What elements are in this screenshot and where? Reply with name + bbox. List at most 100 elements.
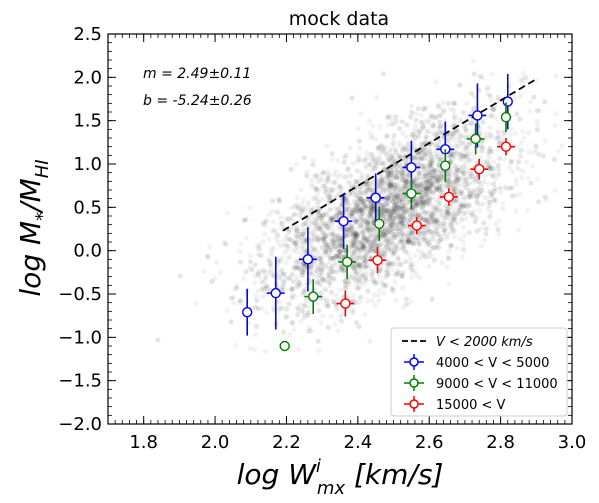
cloud-point bbox=[399, 173, 405, 179]
cloud-point bbox=[399, 211, 406, 217]
cloud-point bbox=[513, 192, 519, 198]
cloud-point bbox=[430, 169, 436, 175]
cloud-point bbox=[463, 215, 469, 221]
cloud-point bbox=[329, 151, 335, 157]
cloud-point bbox=[395, 196, 401, 202]
cloud-point bbox=[289, 295, 295, 301]
cloud-point bbox=[402, 211, 408, 217]
cloud-point bbox=[395, 257, 401, 263]
cloud-point bbox=[472, 218, 478, 224]
cloud-point bbox=[391, 234, 397, 241]
cloud-point bbox=[385, 115, 391, 121]
cloud-point bbox=[325, 242, 331, 248]
cloud-point bbox=[471, 187, 477, 193]
cloud-point bbox=[450, 185, 456, 191]
cloud-point bbox=[399, 172, 405, 178]
x-tick-label: 2.2 bbox=[272, 432, 301, 453]
cloud-point bbox=[316, 272, 322, 278]
cloud-point bbox=[350, 210, 356, 216]
cloud-point bbox=[495, 162, 501, 169]
cloud-point bbox=[314, 223, 320, 229]
cloud-point bbox=[397, 126, 403, 132]
cloud-point bbox=[357, 238, 363, 245]
cloud-point bbox=[406, 229, 412, 235]
cloud-point bbox=[300, 209, 306, 215]
cloud-point bbox=[435, 241, 441, 247]
cloud-point bbox=[368, 247, 374, 253]
cloud-point bbox=[285, 243, 291, 249]
cloud-point bbox=[385, 230, 391, 236]
cloud-point bbox=[365, 184, 371, 190]
cloud-point bbox=[417, 184, 423, 190]
cloud-point bbox=[330, 241, 336, 247]
cloud-point bbox=[261, 269, 267, 275]
cloud-point bbox=[309, 181, 315, 187]
cloud-point bbox=[363, 258, 369, 264]
cloud-point bbox=[238, 241, 244, 247]
cloud-point bbox=[345, 166, 351, 172]
cloud-point bbox=[400, 187, 406, 193]
cloud-point bbox=[420, 146, 426, 152]
cloud-point bbox=[311, 218, 318, 224]
cloud-point bbox=[447, 211, 453, 217]
cloud-point bbox=[390, 206, 396, 212]
cloud-point bbox=[516, 152, 523, 158]
cloud-point bbox=[365, 228, 371, 234]
cloud-point bbox=[426, 200, 432, 206]
cloud-point bbox=[362, 253, 368, 259]
cloud-point bbox=[329, 187, 335, 193]
cloud-point bbox=[352, 233, 358, 239]
cloud-point bbox=[495, 162, 501, 169]
cloud-point bbox=[450, 187, 456, 193]
cloud-point bbox=[495, 129, 501, 135]
cloud-point bbox=[389, 188, 395, 194]
cloud-point bbox=[354, 209, 360, 215]
cloud-point bbox=[434, 185, 440, 191]
cloud-point bbox=[305, 312, 311, 318]
cloud-point bbox=[362, 264, 368, 270]
cloud-point bbox=[475, 190, 481, 196]
cloud-point bbox=[463, 185, 469, 191]
cloud-point bbox=[353, 248, 359, 254]
cloud-point bbox=[485, 85, 491, 91]
cloud-point bbox=[403, 179, 409, 185]
cloud-point bbox=[353, 230, 360, 236]
cloud-point bbox=[369, 272, 375, 278]
cloud-point bbox=[435, 214, 441, 220]
cloud-point bbox=[418, 235, 424, 241]
cloud-point bbox=[400, 223, 406, 229]
cloud-point bbox=[333, 213, 339, 219]
cloud-point bbox=[467, 230, 473, 236]
cloud-point bbox=[278, 214, 284, 220]
cloud-point bbox=[420, 216, 426, 222]
cloud-point bbox=[308, 263, 314, 270]
cloud-point bbox=[475, 193, 481, 199]
cloud-point bbox=[426, 263, 432, 270]
cloud-point bbox=[294, 225, 300, 231]
cloud-point bbox=[369, 157, 375, 163]
cloud-point bbox=[440, 173, 446, 180]
cloud-point bbox=[359, 229, 366, 235]
cloud-point bbox=[372, 161, 378, 168]
cloud-point bbox=[387, 235, 393, 242]
cloud-point bbox=[415, 247, 421, 254]
cloud-point bbox=[294, 283, 300, 290]
cloud-point bbox=[283, 260, 289, 266]
cloud-point bbox=[422, 176, 429, 182]
cloud-point bbox=[365, 186, 371, 192]
cloud-point bbox=[372, 238, 378, 244]
cloud-point bbox=[500, 200, 506, 206]
cloud-point bbox=[421, 236, 427, 243]
cloud-point bbox=[314, 268, 321, 274]
cloud-point bbox=[330, 217, 336, 223]
cloud-point bbox=[473, 179, 479, 185]
cloud-point bbox=[487, 214, 493, 220]
cloud-point bbox=[397, 214, 403, 220]
cloud-point bbox=[373, 155, 379, 161]
cloud-point bbox=[396, 190, 402, 196]
cloud-point bbox=[433, 207, 439, 213]
cloud-point bbox=[524, 159, 530, 165]
cloud-point bbox=[446, 281, 452, 287]
cloud-point bbox=[378, 178, 384, 185]
cloud-point bbox=[354, 231, 360, 237]
